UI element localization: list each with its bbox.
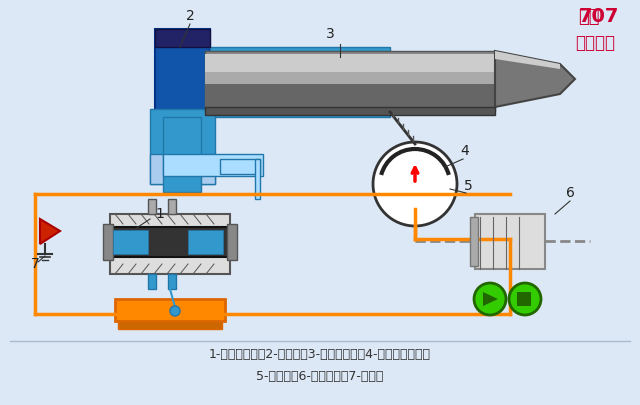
Bar [115, 299, 225, 321]
Bar [148, 200, 156, 215]
Bar [227, 224, 237, 260]
Bar [105, 228, 235, 257]
Bar [220, 160, 260, 175]
Bar [205, 85, 495, 112]
Text: 707: 707 [579, 7, 619, 26]
Bar [210, 48, 390, 118]
Circle shape [509, 284, 541, 315]
Text: 1-电液伺服阀；2-液压缸；3-机械手手臂；4-齿轮齿条机构；: 1-电液伺服阀；2-液压缸；3-机械手手臂；4-齿轮齿条机构； [209, 347, 431, 360]
Polygon shape [483, 292, 498, 306]
Text: 6: 6 [566, 185, 575, 200]
Bar [205, 55, 495, 73]
Bar [168, 200, 176, 215]
Bar [148, 274, 156, 289]
Text: 剪辑制作: 剪辑制作 [575, 34, 615, 52]
Text: 化工: 化工 [579, 8, 600, 26]
Text: 1: 1 [156, 207, 164, 220]
Bar [163, 155, 263, 177]
Bar [168, 274, 176, 289]
Text: 3: 3 [326, 27, 334, 41]
Text: 2: 2 [186, 9, 195, 23]
Polygon shape [40, 220, 60, 244]
Text: 4: 4 [461, 144, 469, 158]
Bar [475, 215, 545, 269]
Bar [110, 215, 230, 274]
Bar [205, 108, 495, 116]
Bar [155, 30, 210, 48]
Bar [163, 118, 201, 192]
Bar [103, 224, 113, 260]
Polygon shape [495, 52, 560, 70]
Bar [118, 321, 222, 329]
Bar [10, 10, 625, 334]
Bar [255, 160, 260, 200]
Text: 5-电位器；6-步进电机；7-放大器: 5-电位器；6-步进电机；7-放大器 [256, 369, 384, 382]
Text: 5: 5 [463, 179, 472, 192]
Bar [470, 217, 478, 266]
Circle shape [170, 306, 180, 316]
Circle shape [373, 143, 457, 226]
Polygon shape [495, 52, 575, 108]
Bar [188, 230, 223, 254]
Bar [517, 292, 531, 306]
Bar [150, 110, 215, 185]
Bar [155, 30, 210, 140]
Bar [205, 52, 495, 112]
Bar [150, 155, 215, 185]
Bar [205, 73, 495, 85]
Text: 7: 7 [31, 256, 40, 270]
Bar [113, 230, 148, 254]
Circle shape [474, 284, 506, 315]
